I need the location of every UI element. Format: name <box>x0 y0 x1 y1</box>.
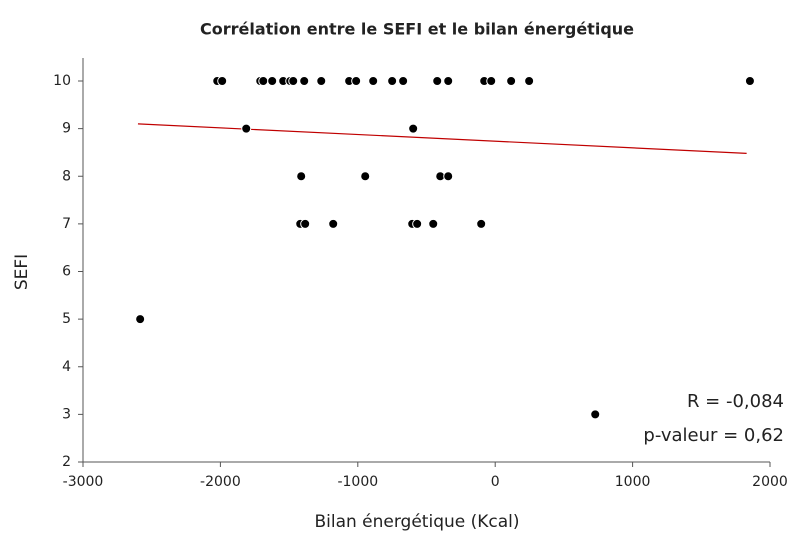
data-point <box>476 218 487 229</box>
data-point <box>432 76 443 86</box>
data-point <box>316 76 327 86</box>
data-point <box>408 123 419 134</box>
data-point <box>258 76 269 86</box>
data-point <box>288 76 299 86</box>
data-point <box>267 76 278 86</box>
data-point <box>360 171 371 182</box>
data-point <box>506 76 517 86</box>
x-tick-label: 0 <box>491 474 500 490</box>
y-tick-label: 7 <box>62 216 71 232</box>
data-point <box>398 76 409 86</box>
data-point <box>443 171 454 182</box>
y-tick-label: 5 <box>62 311 71 327</box>
x-axis-label: Bilan énergétique (Kcal) <box>314 512 519 532</box>
y-tick-label: 6 <box>62 264 71 280</box>
data-point <box>300 218 311 229</box>
data-point <box>486 76 497 86</box>
annotation: p-valeur = 0,62 <box>643 425 784 446</box>
x-tick-label: -1000 <box>337 474 378 490</box>
data-point <box>217 76 228 86</box>
y-axis-label: SEFI <box>12 254 32 290</box>
data-point <box>744 76 755 86</box>
x-tick-label: 2000 <box>752 474 788 490</box>
y-tick-label: 2 <box>62 454 71 470</box>
chart-title: Corrélation entre le SEFI et le bilan én… <box>200 20 634 39</box>
y-tick-label: 9 <box>62 121 71 137</box>
data-point <box>296 171 307 182</box>
x-tick-label: -3000 <box>63 474 104 490</box>
data-point <box>412 218 423 229</box>
y-tick-label: 4 <box>62 359 71 375</box>
data-point <box>428 218 439 229</box>
data-point <box>135 314 146 325</box>
annotation: R = -0,084 <box>687 391 784 412</box>
data-point <box>443 76 454 86</box>
data-point <box>387 76 398 86</box>
data-point <box>241 123 252 134</box>
x-tick-label: -2000 <box>200 474 241 490</box>
trend-line <box>137 123 747 154</box>
data-point <box>328 218 339 229</box>
data-point <box>351 76 362 86</box>
x-tick-label: 1000 <box>615 474 651 490</box>
data-point <box>590 409 601 420</box>
y-tick-label: 8 <box>62 168 71 184</box>
data-point <box>368 76 379 86</box>
data-point <box>524 76 535 86</box>
y-tick-label: 10 <box>53 73 71 89</box>
data-point <box>299 76 310 86</box>
y-tick-label: 3 <box>62 406 71 422</box>
